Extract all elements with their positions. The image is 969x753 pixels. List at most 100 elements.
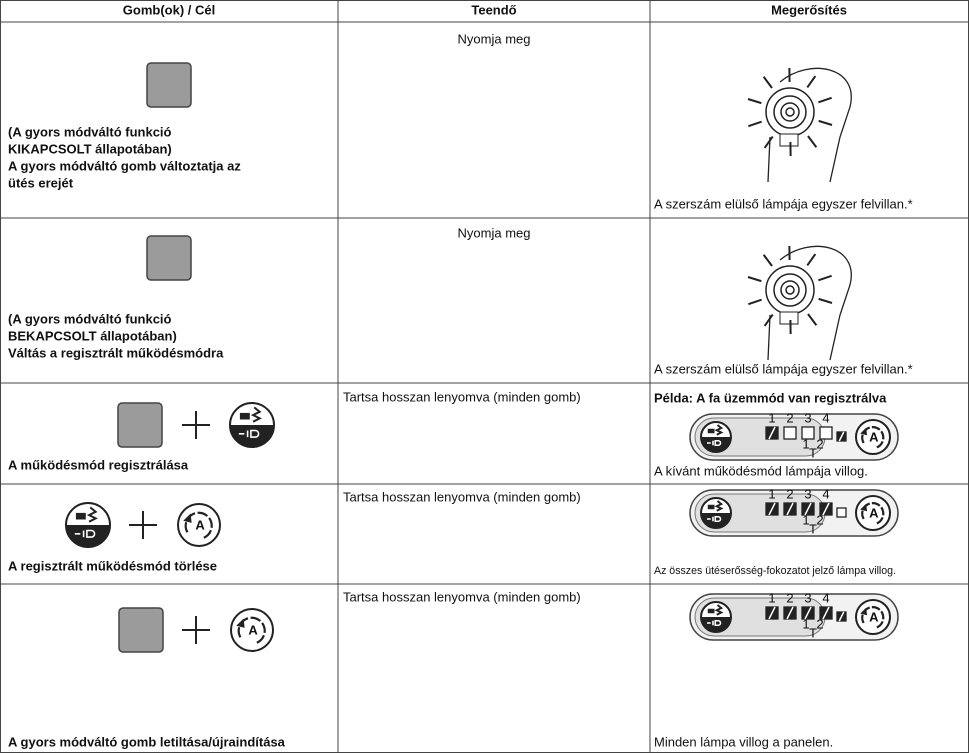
tool-bit [779,133,799,147]
quick-mode-button [146,235,192,281]
lamp-blink [768,606,776,620]
target-text: A regisztrált működésmód törlése [8,558,217,573]
flash-ray [762,254,773,267]
auto-arrow [237,616,266,645]
level-number: 3 [804,486,811,501]
header-cell: Gomb(ok) / Cél [123,2,215,17]
plus-sign [182,616,210,644]
lamp-blink [804,502,812,516]
tool-front [785,285,795,295]
target-text: A gyors módváltó gomb letiltása/újraindí… [8,734,286,749]
mode-button-icon [700,601,732,633]
mode-button-icon [229,402,275,448]
drill-glyph-body [75,512,86,520]
auto-letter: A [195,517,205,532]
tool-front [765,265,815,315]
auto-arrow [861,426,885,449]
lamp-blink [838,431,845,442]
auto-button-icon: A [230,608,274,652]
tool-body [767,245,852,361]
lamp-blink [822,606,830,620]
level-number: 1 [768,410,775,425]
lamp-blink [822,502,830,516]
confirmation-caption: A kívánt működésmód lámpája villog. [654,463,868,478]
lamp [801,426,815,440]
tool-illustration [747,67,852,183]
action-text: Tartsa hosszan lenyomva (minden gomb) [343,489,581,504]
confirmation-caption: Minden lámpa villog a panelen. [654,734,833,749]
button-square [146,62,192,108]
tool-illustration [747,245,852,361]
lamp-blink [768,502,776,516]
light-glyph [74,529,96,538]
auto-outline [855,599,891,635]
drill-glyph [86,506,98,523]
flash-ray [747,276,762,283]
confirmation-caption: A szerszám elülső lámpája egyszer felvil… [654,196,913,211]
light-glyph [707,619,722,627]
auto-button-icon: A [177,503,221,547]
lamp [836,507,847,518]
plus-sign [129,511,157,539]
tool-front [765,87,815,137]
level-number: 4 [822,410,829,425]
auto-outline [855,419,891,455]
control-panel: 1 2 3 41 2TA [689,590,899,641]
flash-ray [818,119,833,126]
mode-number: 2 [816,512,823,527]
mode-number: 2 [816,436,823,451]
auto-button-icon: A [855,495,891,531]
drill-glyph [714,604,724,616]
auto-arrowhead [860,607,868,616]
auto-arrowhead [860,427,868,436]
auto-button-icon: A [855,599,891,635]
lamp-blink [804,606,812,620]
mode-number: 1 [802,436,809,451]
flash-ray [818,96,832,104]
auto-arrowhead [860,503,868,512]
level-number: 3 [804,410,811,425]
action-text: Tartsa hosszan lenyomva (minden gomb) [343,589,581,604]
plus-sign [182,411,210,439]
flash-ray [807,135,818,148]
auto-letter: A [869,505,879,520]
mode-number: 2 [816,616,823,631]
target-text: Váltás a regisztrált működésmódra [8,345,224,360]
flash-ray [763,135,774,149]
mode-t: T [809,521,817,536]
target-text: (A gyors módváltó funkció [8,311,172,326]
flash-ray [748,298,762,306]
action-text: Tartsa hosszan lenyomva (minden gomb) [343,389,581,404]
mode-button-icon [700,497,732,529]
control-panel: 1 2 3 41 2TA [689,486,899,537]
drill-glyph-body [707,504,715,510]
lamp-blink [786,606,794,620]
auto-letter: A [869,429,879,444]
mode-t: T [809,625,817,640]
flash-ray [806,253,817,267]
target-text: (A gyors módváltó funkció [8,124,172,139]
level-number: 1 [768,590,775,605]
quick-mode-button [118,607,164,653]
confirmation-caption: Az összes ütéserősség-fokozatot jelző lá… [654,565,896,577]
mode-button-icon [700,421,732,453]
level-number: 2 [786,590,793,605]
auto-outline [177,503,221,547]
flash-ray [807,313,818,326]
quick-mode-button [117,402,163,448]
target-text: BEKAPCSOLT állapotában) [8,328,177,343]
flash-ray [748,120,762,128]
lamp [819,426,833,440]
action-text: Nyomja meg [458,31,531,46]
light-glyph [707,515,722,523]
auto-arrow [861,502,885,525]
auto-arrowhead [236,618,245,628]
auto-arrowhead [183,513,192,523]
lamp-blink [786,502,794,516]
flash-ray [806,75,817,89]
lamp [783,426,797,440]
auto-arrow [861,606,885,629]
drill-glyph-body [707,608,715,614]
auto-outline [855,495,891,531]
auto-arrow [184,511,213,540]
